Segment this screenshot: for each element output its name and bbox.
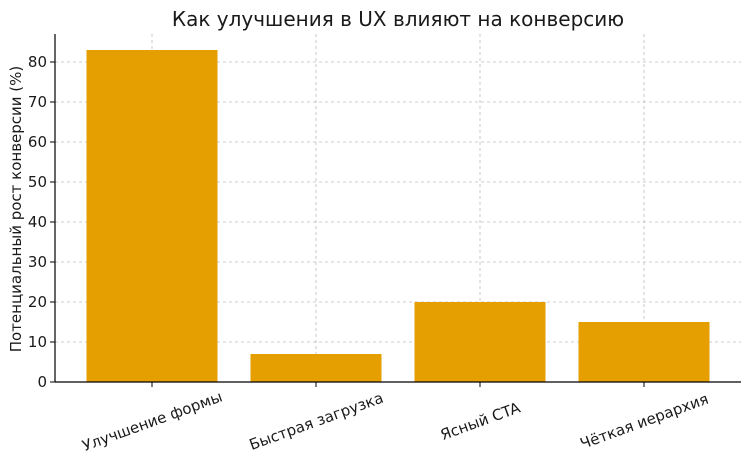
x-tick-label: Ясный CTA xyxy=(438,398,523,444)
y-tick-label: 70 xyxy=(28,93,47,111)
bars xyxy=(86,50,710,382)
y-axis-label: Потенциальный рост конверсии (%) xyxy=(7,66,25,353)
y-tick-label: 20 xyxy=(28,293,47,311)
y-tick-label: 10 xyxy=(28,333,47,351)
bar xyxy=(250,354,382,382)
chart-title: Как улучшения в UX влияют на конверсию xyxy=(172,7,624,31)
y-tick-label: 30 xyxy=(28,253,47,271)
x-tick-labels: Улучшение формы Быстрая загрузка Ясный CTA… xyxy=(80,388,711,455)
x-tick-label: Чёткая иерархия xyxy=(578,390,711,453)
axes xyxy=(50,34,741,387)
bar xyxy=(578,322,710,382)
x-tick-label: Улучшение формы xyxy=(80,388,225,455)
y-tick-labels: 0 10 20 30 40 50 60 70 80 xyxy=(28,53,47,391)
bar xyxy=(86,50,218,382)
y-tick-label: 60 xyxy=(28,133,47,151)
bar xyxy=(414,302,546,382)
y-tick-label: 40 xyxy=(28,213,47,231)
y-tick-label: 80 xyxy=(28,53,47,71)
x-tick-label: Быстрая загрузка xyxy=(247,389,386,454)
y-tick-label: 0 xyxy=(37,373,47,391)
y-tick-label: 50 xyxy=(28,173,47,191)
